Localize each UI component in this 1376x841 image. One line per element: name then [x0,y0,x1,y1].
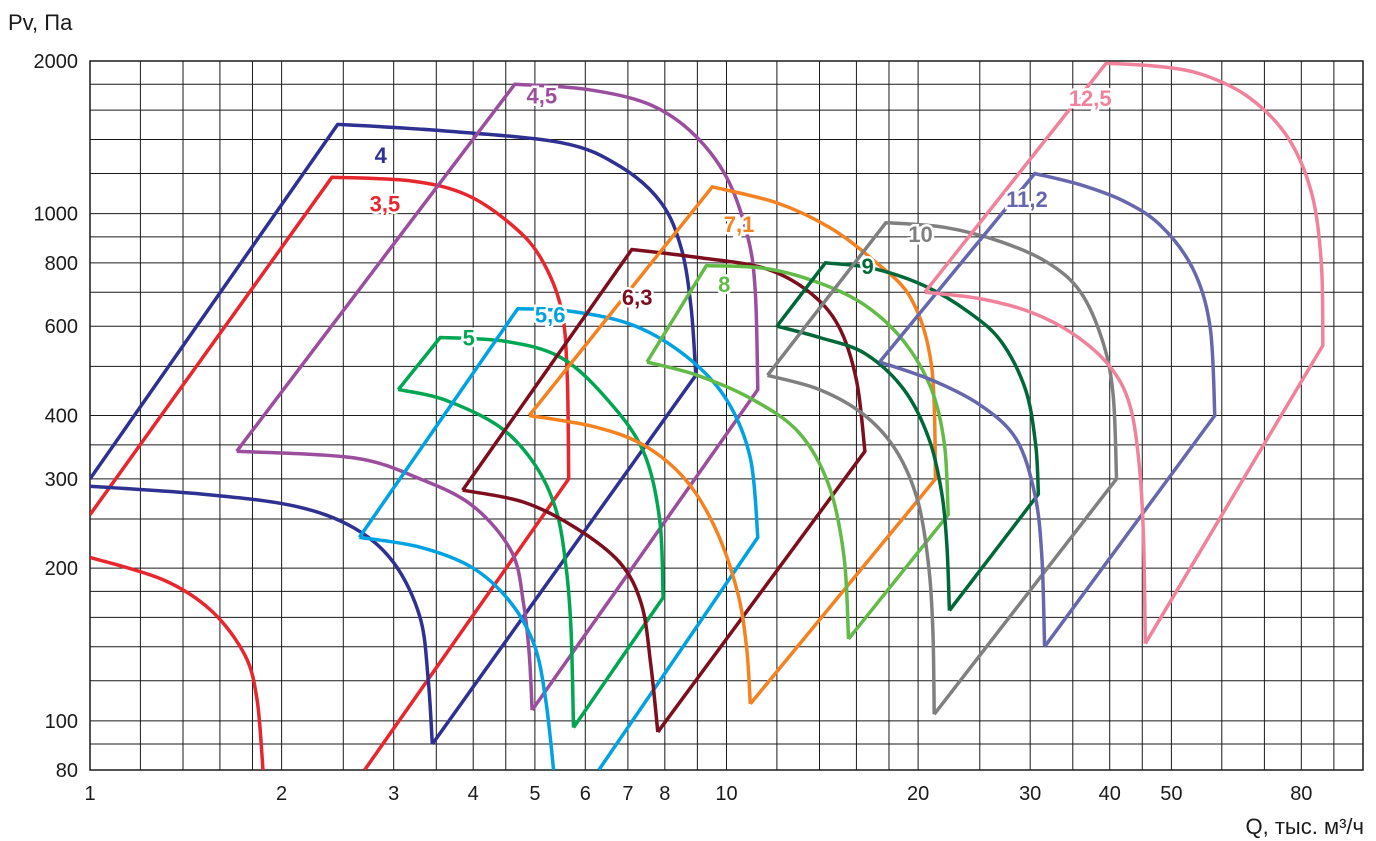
series-envelope-8 [645,263,950,641]
y-tick-label: 600 [45,316,78,338]
y-tick-label: 800 [45,253,78,275]
x-tick-label: 50 [1160,783,1182,805]
y-tick-label: 1000 [34,204,79,226]
x-tick-label: 80 [1290,783,1312,805]
series-curve-7-1 [528,413,753,705]
x-tick-label: 4 [468,783,479,805]
x-tick-label: 40 [1099,783,1121,805]
series-curve-9 [776,324,952,611]
series-envelope-10 [766,220,1119,716]
series-label-5: 5 [463,325,475,350]
y-tick-label: 300 [45,469,78,491]
series-envelope-5-6 [357,306,760,770]
series-envelope-11-2 [878,171,1217,648]
axis-ticks: 1 2 3 4 5 6 7 8 10 20 30 40 50 80 80 100 200 300 400 600 800… [34,51,1313,805]
series-label-12-5: 12,5 [1069,86,1112,111]
series-envelope-12-5 [923,61,1325,645]
series-label-7-1: 7,1 [724,212,755,237]
x-tick-label: 5 [529,783,540,805]
series-envelope-7-1 [527,185,938,706]
series-curve-11-2 [879,360,1047,647]
x-tick-label: 7 [622,783,633,805]
plot-frame [89,60,1364,771]
series-curve-4-5 [236,449,534,711]
series-envelope-4-5 [235,82,760,712]
series-label-4: 4 [375,143,388,168]
series-curve-5 [397,387,576,728]
series-envelope-4 [90,122,698,746]
series-label-6-3: 6,3 [622,285,653,310]
series-envelope-5 [396,335,665,729]
series-curve-10 [767,373,936,715]
series-envelope-9 [775,261,1041,612]
series-curves [90,61,1325,770]
x-tick-label: 20 [907,783,929,805]
x-tick-label: 1 [84,783,95,805]
x-axis-title: Q, тыс. м³/ч [1246,814,1364,839]
x-tick-label: 3 [388,783,399,805]
series-label-4-5: 4,5 [526,83,557,108]
y-axis-title: Pv, Па [8,10,73,35]
y-tick-label: 100 [45,711,78,733]
series-curve-4 [90,484,435,745]
series-envelope-6-3 [461,247,867,734]
series-curve-12-5 [924,290,1148,644]
series-labels: 3,5 4 4,5 5 5,6 6,3 7,1 8 9 10 11,2 12,5 [367,81,1114,353]
series-envelope-3-5 [90,175,571,770]
x-tick-label: 2 [276,783,287,805]
series-label-10: 10 [908,222,932,247]
series-curve-3-5 [90,555,265,770]
series-label-3-5: 3,5 [370,191,401,216]
clipped-series [90,61,1325,770]
series-label-8: 8 [718,272,730,297]
x-tick-label: 8 [659,783,670,805]
series-curve-5-6 [359,535,556,770]
series-curve-8 [646,360,851,640]
x-tick-label: 10 [715,783,737,805]
x-tick-label: 30 [1019,783,1041,805]
y-tick-label: 400 [45,406,78,428]
series-label-11-2: 11,2 [1006,187,1048,212]
series-label-5-6: 5,6 [535,303,566,328]
x-tick-label: 6 [580,783,591,805]
y-tick-label: 80 [56,760,78,782]
y-tick-label: 2000 [34,51,79,73]
series-curve-6-3 [462,488,660,733]
y-tick-label: 200 [45,558,78,580]
series-label-9: 9 [862,254,874,279]
